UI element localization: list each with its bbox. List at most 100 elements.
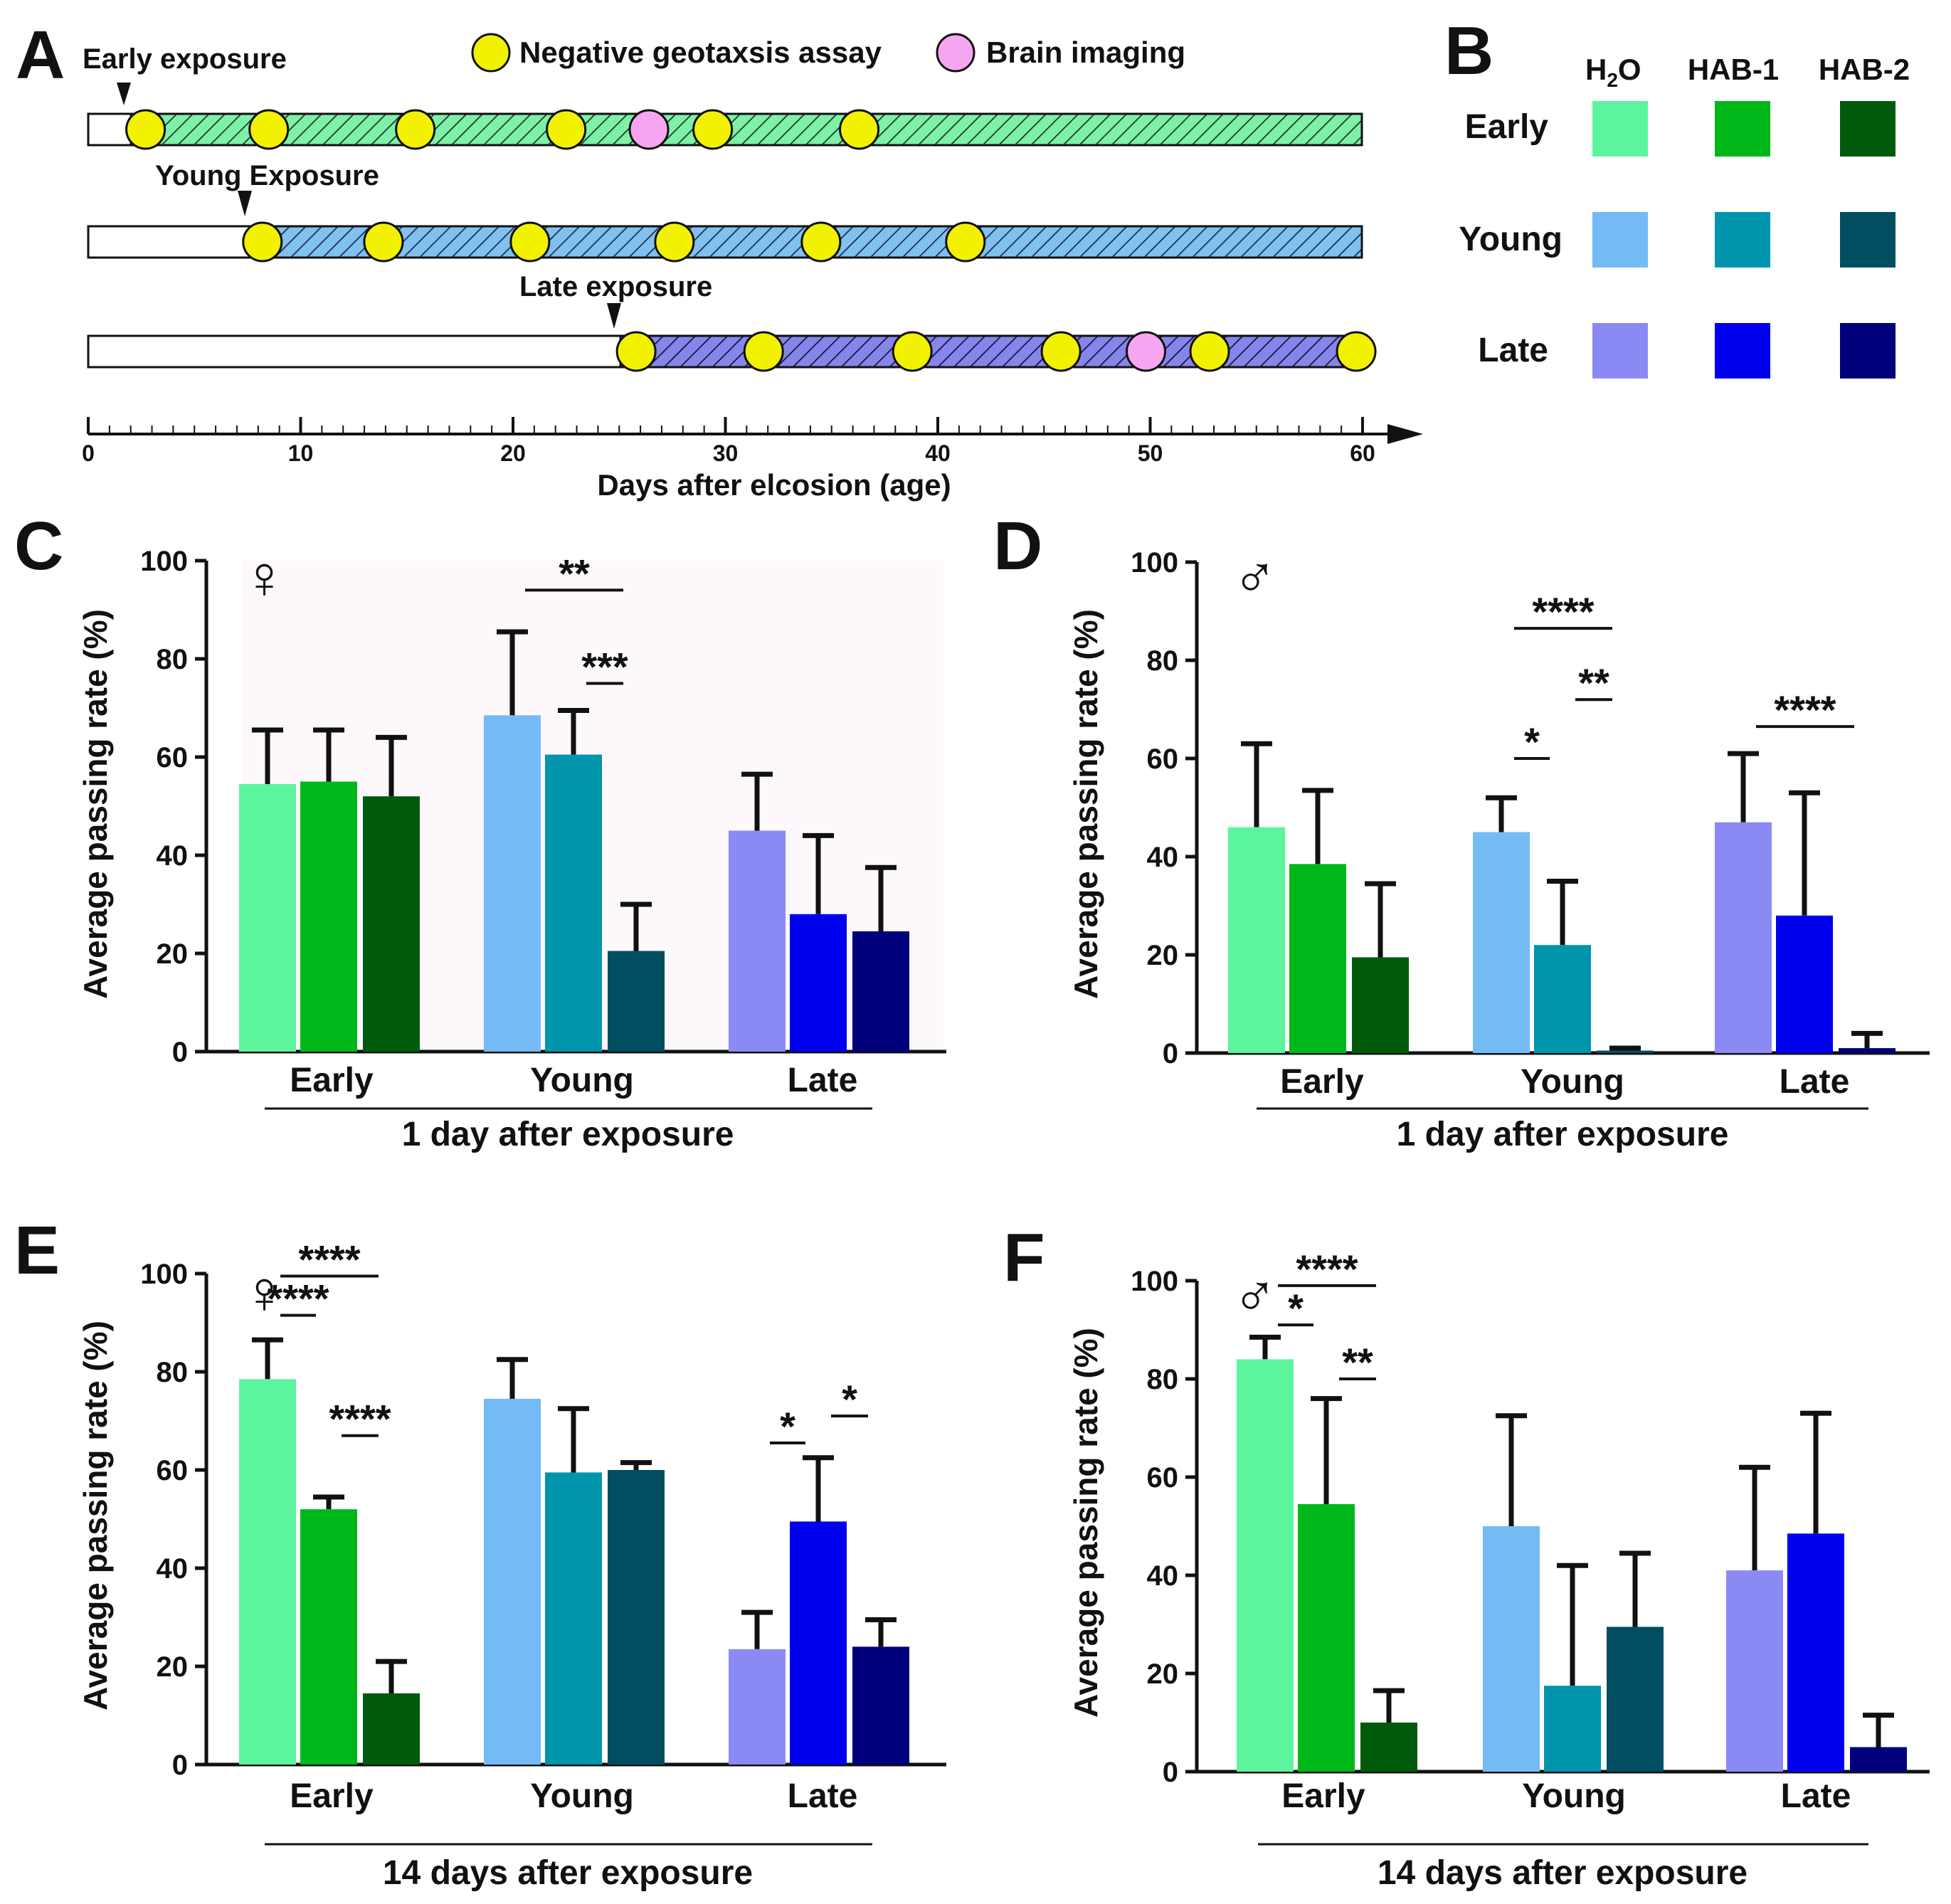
- bar-young-hab-1: [1544, 1686, 1601, 1772]
- bar-early-hab-2: [1360, 1723, 1417, 1772]
- assay-dot: [692, 109, 734, 150]
- bar-late-hab-1: [1776, 915, 1833, 1053]
- bar-young-hab-2: [608, 1470, 665, 1765]
- assay-dot: [509, 221, 551, 263]
- chart-f: F 0 20 40 60 80 100 Average passing rate (%) ♂ E…: [1003, 1220, 1930, 1892]
- assay-dot: [892, 331, 933, 372]
- sex-symbol: ♂: [1232, 544, 1277, 610]
- bar-young-h2o: [484, 715, 541, 1052]
- assay-dot: [248, 109, 290, 150]
- y-tick-label: 60: [1147, 1462, 1179, 1493]
- group-label: Late: [788, 1062, 858, 1099]
- y-tick-label: 0: [172, 1750, 188, 1781]
- y-axis-label: Average passing rate (%): [77, 1321, 114, 1710]
- significance-stars: *: [1288, 1286, 1304, 1331]
- group-label: Young: [530, 1062, 634, 1099]
- group-label: Early: [290, 1062, 374, 1099]
- timeline-early: Early exposure: [83, 43, 1363, 150]
- panel-b-letter: B: [1444, 13, 1493, 89]
- assay-dot: [839, 109, 880, 150]
- significance-stars: *: [780, 1404, 795, 1449]
- significance-stars: ****: [1774, 687, 1836, 732]
- day-axis-arrowhead: [1387, 424, 1423, 444]
- panel-a-letter: A: [16, 17, 65, 93]
- bar-late-h2o: [1726, 1570, 1783, 1772]
- bar-late-hab-1: [790, 914, 847, 1052]
- timeline-young-label: Young Exposure: [155, 160, 379, 191]
- day-tick-label: 50: [1138, 440, 1163, 466]
- bar-late-hab-1: [790, 1521, 847, 1765]
- significance-stars: *: [842, 1377, 857, 1422]
- significance-stars: ***: [581, 645, 628, 689]
- swatch-late-h2o: [1592, 323, 1648, 379]
- y-tick-label: 100: [1131, 547, 1178, 578]
- x-axis-label: 1 day after exposure: [402, 1116, 734, 1153]
- day-tick-label: 20: [500, 440, 526, 466]
- y-tick-label: 40: [157, 1553, 189, 1585]
- y-axis-label: Average passing rate (%): [77, 609, 114, 999]
- group-label: Young: [530, 1777, 634, 1815]
- swatch-early-h2o: [1592, 101, 1648, 157]
- y-tick-label: 40: [157, 840, 189, 872]
- chart-f-letter: F: [1003, 1220, 1045, 1296]
- x-axis-label: 1 day after exposure: [1397, 1116, 1729, 1153]
- legend-brain-label: Brain imaging: [986, 36, 1185, 69]
- bar-late-hab-2: [852, 1646, 909, 1765]
- x-axis-label: 14 days after exposure: [383, 1854, 753, 1892]
- assay-dot: [800, 221, 842, 263]
- legend-row-early: Early: [1465, 108, 1549, 146]
- bar-early-hab-1: [300, 781, 357, 1052]
- y-axis-label: Average passing rate (%): [1067, 609, 1104, 999]
- legend-row-late: Late: [1478, 332, 1548, 369]
- chart-e: E 0 20 40 60 80 100 Average passing rate (%) ♀ E…: [14, 1212, 946, 1892]
- swatch-late-hab2: [1840, 323, 1896, 379]
- timeline-late: Late exposure: [87, 271, 1377, 372]
- timeline-early-arrow: [117, 83, 131, 105]
- y-tick-label: 0: [1163, 1757, 1178, 1788]
- swatch-young-hab1: [1715, 212, 1770, 268]
- swatch-early-hab1: [1715, 101, 1770, 157]
- group-label: Early: [1280, 1063, 1364, 1101]
- chart-c-letter: C: [14, 508, 63, 584]
- day-tick-label: 30: [713, 440, 739, 466]
- y-tick-label: 100: [140, 546, 188, 577]
- bar-young-h2o: [484, 1398, 541, 1765]
- day-axis-ticks: 0 10 20 30 40 50 60: [82, 417, 1375, 466]
- bar-late-hab-2: [1839, 1048, 1896, 1053]
- group-label: Late: [1781, 1777, 1851, 1815]
- assay-dot: [654, 221, 695, 263]
- group-label: Late: [1780, 1063, 1850, 1101]
- swatch-young-hab2: [1840, 212, 1896, 268]
- significance-stars: *: [1524, 719, 1540, 764]
- assay-dot: [1040, 331, 1082, 372]
- y-tick-label: 80: [157, 1357, 189, 1388]
- y-tick-label: 80: [1147, 1364, 1179, 1395]
- panel-b: B H2O HAB-1 HAB-2 Early Young Late: [1444, 13, 1910, 379]
- bar-early-h2o: [1237, 1359, 1294, 1772]
- bar-early-h2o: [239, 783, 296, 1052]
- y-tick-label: 20: [157, 1651, 189, 1683]
- bar-early-hab-1: [1298, 1503, 1355, 1772]
- bar-late-h2o: [729, 830, 786, 1052]
- brain-imaging-dot: [1126, 331, 1167, 372]
- legend-column-h2o: H2O: [1585, 53, 1641, 91]
- bar-late-hab-1: [1787, 1533, 1844, 1772]
- legend-brain-dot: [936, 33, 975, 73]
- y-tick-label: 80: [1147, 645, 1179, 677]
- group-label: Young: [1521, 1063, 1624, 1101]
- significance-stars: ****: [1296, 1247, 1358, 1291]
- timeline-early-dots: [125, 109, 880, 150]
- bar-young-h2o: [1483, 1526, 1540, 1772]
- bar-young-hab-1: [1534, 945, 1591, 1053]
- panel-a: A Negative geotaxsis assay Brain imaging…: [16, 17, 1423, 502]
- timeline-late-exposure: [619, 334, 1363, 369]
- timeline-young-dots: [242, 221, 986, 263]
- timeline-young-arrow: [238, 191, 252, 216]
- bar-young-hab-1: [545, 754, 602, 1052]
- significance-stars: ****: [1532, 589, 1594, 634]
- assay-dot: [546, 109, 587, 150]
- significance-stars: ****: [298, 1237, 360, 1281]
- y-tick-label: 40: [1147, 842, 1179, 873]
- chart-d: D 0 20 40 60 80 100 Average passing rate (%) ♂ E…: [993, 508, 1930, 1153]
- bar-late-hab-2: [1850, 1747, 1907, 1772]
